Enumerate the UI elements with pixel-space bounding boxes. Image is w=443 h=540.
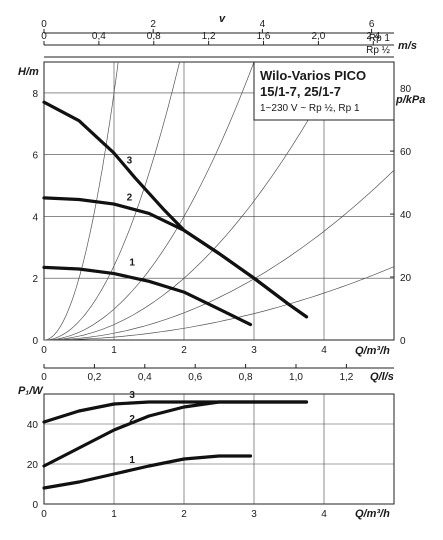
velocity-tick-label: 2,0: [311, 31, 325, 42]
head-curve-3: [42, 100, 309, 319]
top-velocity-axes: 0 2 4 6 v 0 0,4 0,8 1,2 1,6 2,0 2,4Rp 1 m/s Rp ½: [41, 13, 417, 58]
velocity-tick-label: 1,2: [202, 31, 216, 42]
y-tick-label: 2: [32, 274, 38, 285]
ls-axis: Q/l/s 0 0,2 0,4 0,6 0,8 1,0 1,2: [41, 364, 394, 383]
y-axis-label-power: P₁/W: [18, 385, 44, 397]
head-curve-1: [42, 265, 253, 327]
velocity-tick-label: 0,8: [147, 31, 161, 42]
power-curve-1: [42, 454, 253, 490]
title-box: [253, 61, 395, 121]
chart-title: Wilo-Varios PICO: [260, 68, 366, 83]
x-tick-label: 2: [181, 345, 187, 356]
y-tick-label: 0: [32, 336, 38, 347]
head-plot-frame: [43, 61, 395, 341]
velocity-tick-label: 2: [150, 19, 156, 30]
velocity-tick-label: 4: [260, 19, 266, 30]
x-tick-label: 0: [41, 345, 47, 356]
pressure-tick-label: 20: [400, 273, 412, 284]
head-curve-label-3: 3: [127, 155, 133, 166]
x-tick-label: 4: [321, 345, 327, 356]
velocity-axis-title: v: [219, 13, 226, 25]
power-series: 1 2 3: [42, 390, 309, 490]
head-curve-label-2: 2: [127, 193, 133, 204]
y-axis-label-pressure: p/kPa: [395, 94, 425, 106]
x-axis-label-power: Q/m³/h: [355, 508, 390, 520]
velocity-tick-label: 1,6: [257, 31, 271, 42]
system-curve: [43, 61, 342, 341]
head-curve-2: [42, 196, 309, 319]
system-curve: [43, 61, 180, 341]
power-y-tick-label: 0: [32, 500, 38, 511]
ls-tick-label: 1,2: [339, 372, 353, 383]
ls-tick-label: 0: [41, 372, 47, 383]
pipe-size-label: Rp 1: [369, 33, 391, 44]
velocity-tick-label: 0,4: [92, 31, 106, 42]
power-grid: [44, 394, 394, 504]
pressure-tick-label: 40: [400, 210, 412, 221]
power-curve-label-1: 1: [129, 455, 135, 466]
pressure-tick-label: 0: [400, 336, 406, 347]
chart-title-models: 15/1-7, 25/1-7: [260, 84, 341, 99]
velocity-tick-label: 2,4: [366, 31, 380, 42]
chart-subtitle: 1~230 V ~ Rp ½, Rp 1: [260, 103, 360, 114]
power-curve-3: [42, 400, 309, 424]
x-tick-label: 3: [251, 345, 257, 356]
system-curve: [44, 169, 395, 341]
power-x-tick-label: 1: [111, 509, 117, 520]
power-x-tick-label: 4: [321, 509, 327, 520]
x-tick-label: 1: [111, 345, 117, 356]
velocity-tick-label: 0: [41, 19, 47, 30]
ls-tick-label: 0,4: [138, 372, 152, 383]
system-curve: [44, 266, 395, 341]
pressure-tick-label: 60: [400, 147, 412, 158]
y-tick-label: 4: [32, 212, 38, 223]
pipe-size-label: Rp ½: [366, 45, 391, 56]
velocity-tick-label: 0: [41, 31, 47, 42]
system-curve: [43, 61, 255, 341]
power-x-tick-label: 2: [181, 509, 187, 520]
pressure-tick-label: 80: [400, 84, 412, 95]
y-axis-label-head: H/m: [18, 66, 39, 78]
x-axis-label-head: Q/m³/h: [355, 345, 390, 357]
head-series: 1 2 3: [42, 100, 309, 327]
ls-tick-label: 0,8: [239, 372, 253, 383]
head-curve-label-1: 1: [129, 257, 135, 268]
power-curve-label-2: 2: [129, 414, 135, 425]
ls-axis-label: Q/l/s: [370, 371, 394, 383]
ls-tick-label: 0,2: [87, 372, 101, 383]
power-plot-frame: [43, 393, 395, 505]
velocity-tick-label: 6: [369, 19, 375, 30]
power-y-tick-label: 20: [27, 460, 39, 471]
y-tick-label: 6: [32, 151, 38, 162]
power-x-tick-label: 0: [41, 509, 47, 520]
velocity-axis-unit: m/s: [398, 40, 417, 52]
power-y-tick-label: 40: [27, 420, 39, 431]
y-tick-label: 8: [32, 89, 38, 100]
ls-tick-label: 0,6: [188, 372, 202, 383]
ls-tick-label: 1,0: [289, 372, 303, 383]
power-curve-label-3: 3: [129, 390, 135, 401]
power-x-tick-label: 3: [251, 509, 257, 520]
system-curves: [43, 61, 395, 341]
